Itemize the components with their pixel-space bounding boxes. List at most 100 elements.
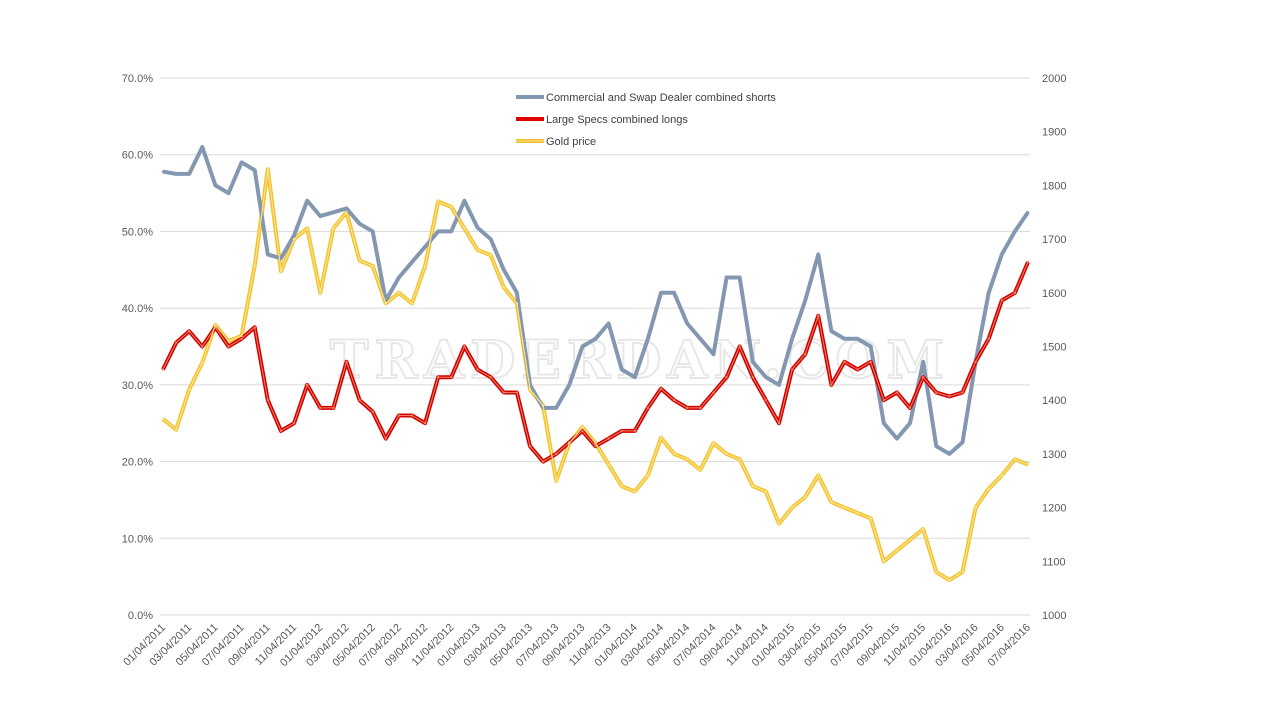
data-point — [961, 391, 964, 394]
legend: Commercial and Swap Dealer combined shor… — [516, 92, 776, 148]
data-point — [319, 214, 322, 218]
data-point — [961, 441, 964, 444]
data-point — [686, 458, 689, 461]
data-point — [594, 441, 597, 445]
data-point — [188, 172, 191, 176]
data-point — [869, 345, 872, 348]
data-point — [935, 445, 938, 448]
data-point — [843, 360, 846, 364]
data-point — [358, 399, 361, 402]
data-point — [790, 368, 794, 371]
left-tick-label: 50.0% — [122, 226, 153, 238]
data-point — [895, 437, 899, 440]
data-point — [869, 517, 872, 520]
data-point — [764, 490, 768, 493]
data-point — [266, 168, 270, 171]
data-point — [371, 230, 374, 233]
data-point — [253, 168, 256, 172]
data-point — [305, 227, 309, 230]
data-point — [738, 458, 741, 461]
data-point — [672, 399, 676, 402]
data-point — [214, 323, 217, 327]
data-point — [620, 368, 623, 371]
data-point — [830, 501, 833, 504]
data-point — [948, 578, 951, 582]
data-point — [921, 375, 925, 379]
data-point — [803, 352, 807, 356]
data-point — [292, 237, 296, 241]
legend-label-commercial: Commercial and Swap Dealer combined shor… — [546, 92, 776, 104]
data-point — [738, 276, 741, 279]
data-point — [974, 506, 977, 509]
data-point — [777, 383, 781, 387]
data-point — [240, 337, 243, 341]
data-point — [882, 560, 886, 563]
data-point — [450, 230, 453, 233]
data-point — [174, 428, 178, 431]
data-point — [686, 322, 689, 325]
data-point — [279, 270, 283, 273]
data-point — [764, 375, 768, 379]
data-point — [935, 570, 938, 574]
data-point — [686, 406, 689, 410]
data-point — [607, 463, 610, 466]
data-point — [463, 345, 466, 348]
data-point — [227, 191, 230, 195]
data-point — [895, 549, 899, 552]
legend-label-large-specs: Large Specs combined longs — [546, 114, 688, 126]
data-point — [607, 437, 610, 440]
data-point — [528, 388, 532, 391]
data-point — [1000, 299, 1003, 302]
data-point — [489, 237, 492, 241]
right-tick-label: 2000 — [1042, 73, 1066, 85]
data-point — [476, 226, 479, 229]
legend-label-gold: Gold price — [546, 136, 596, 148]
right-tick-label: 1600 — [1042, 288, 1066, 300]
data-point — [895, 391, 899, 394]
data-point — [201, 361, 204, 364]
left-tick-label: 20.0% — [122, 457, 153, 469]
data-point — [292, 234, 296, 237]
data-point — [974, 360, 977, 364]
data-point — [790, 506, 794, 509]
data-point — [646, 406, 650, 410]
data-point — [463, 227, 466, 230]
data-point — [423, 422, 427, 425]
data-point — [397, 276, 401, 279]
data-point — [921, 527, 925, 531]
data-point — [581, 425, 584, 429]
data-point — [292, 422, 296, 425]
data-point — [554, 452, 558, 456]
data-point — [620, 429, 623, 433]
data-point — [659, 387, 663, 390]
data-point — [515, 302, 519, 305]
right-tick-label: 1000 — [1042, 610, 1066, 622]
data-point — [174, 341, 178, 344]
data-point — [384, 302, 388, 305]
data-point — [358, 259, 361, 262]
x-axis-ticks: 01/04/201103/04/201105/04/201107/04/2011… — [121, 622, 1033, 669]
data-point — [1013, 458, 1017, 461]
data-point — [908, 422, 912, 425]
data-point — [803, 495, 807, 499]
data-point — [279, 257, 283, 260]
data-point — [319, 291, 322, 294]
right-tick-label: 1700 — [1042, 234, 1066, 246]
data-point — [699, 468, 702, 472]
right-axis-ticks: 1000 1100 1200 1300 1400 1500 1600 1700 1800 1900… — [1042, 73, 1066, 622]
data-point — [987, 291, 990, 294]
right-tick-label: 1200 — [1042, 503, 1066, 515]
right-tick-label: 1300 — [1042, 449, 1066, 461]
data-point — [751, 484, 754, 488]
data-point — [502, 391, 505, 394]
data-point — [515, 391, 519, 394]
data-point — [240, 161, 243, 164]
data-point — [568, 441, 571, 445]
right-tick-label: 1500 — [1042, 342, 1066, 354]
data-point — [633, 375, 637, 379]
data-point — [751, 375, 754, 379]
data-point — [633, 429, 637, 433]
data-point — [790, 337, 794, 341]
data-point — [803, 299, 807, 302]
right-tick-label: 1400 — [1042, 395, 1066, 407]
